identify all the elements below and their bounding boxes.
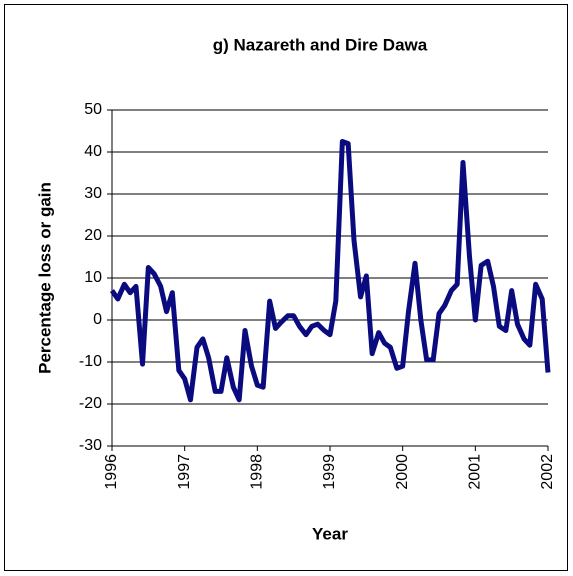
y-tick-label: -10 xyxy=(79,353,102,370)
y-tick-label: -20 xyxy=(79,395,102,412)
data-line xyxy=(109,139,551,403)
y-tick-label: 30 xyxy=(84,185,102,202)
y-axis-label: Percentage loss or gain xyxy=(35,182,54,374)
y-tick-label: 0 xyxy=(93,311,102,328)
x-tick-label: 1998 xyxy=(249,454,266,490)
x-tick-label: 1999 xyxy=(321,454,338,490)
y-tick-label: 40 xyxy=(84,143,102,160)
x-tick-label: 1996 xyxy=(103,454,120,490)
y-tick-label: 10 xyxy=(84,269,102,286)
x-tick-label: 2000 xyxy=(394,454,411,490)
x-tick-label: 2001 xyxy=(467,454,484,490)
y-tick-label: -30 xyxy=(79,437,102,454)
chart-title: g) Nazareth and Dire Dawa xyxy=(213,35,428,54)
y-tick-label: 50 xyxy=(84,101,102,118)
y-tick-label: 20 xyxy=(84,227,102,244)
x-tick-label: 1997 xyxy=(176,454,193,490)
x-axis-label: Year xyxy=(312,524,348,543)
x-tick-label: 2002 xyxy=(539,454,556,490)
